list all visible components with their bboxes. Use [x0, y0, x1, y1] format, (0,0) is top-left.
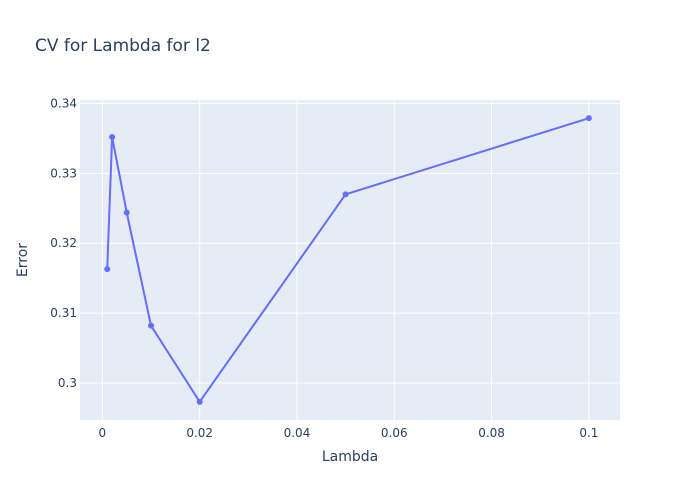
- data-point: [585, 115, 592, 122]
- y-tick-label: 0.33: [50, 166, 77, 180]
- y-tick-label: 0.32: [50, 236, 77, 250]
- grid-lines: [80, 100, 620, 420]
- x-tick-label: 0.02: [186, 426, 213, 440]
- y-tick-label: 0.31: [50, 306, 77, 320]
- chart-title: CV for Lambda for l2: [35, 36, 211, 56]
- series-group: [104, 115, 592, 405]
- data-point: [148, 322, 155, 329]
- y-tick-label: 0.34: [50, 96, 77, 110]
- data-point: [342, 191, 349, 198]
- data-point: [104, 266, 111, 273]
- data-point: [123, 209, 130, 216]
- y-tick-label: 0.3: [58, 376, 77, 390]
- tick-labels: 0 0.02 0.04 0.06 0.08 0.1 0.3 0.31 0.32 0.33 0.34: [50, 96, 598, 440]
- x-axis-title: Lambda: [322, 449, 378, 465]
- plot-area: [80, 100, 620, 420]
- x-tick-label: 0.1: [579, 426, 598, 440]
- x-tick-label: 0.04: [284, 426, 311, 440]
- data-point: [196, 398, 203, 405]
- x-tick-label: 0: [99, 426, 107, 440]
- x-tick-label: 0.08: [478, 426, 505, 440]
- y-axis-title: Error: [15, 243, 31, 277]
- data-point: [109, 134, 116, 141]
- x-tick-label: 0.06: [381, 426, 408, 440]
